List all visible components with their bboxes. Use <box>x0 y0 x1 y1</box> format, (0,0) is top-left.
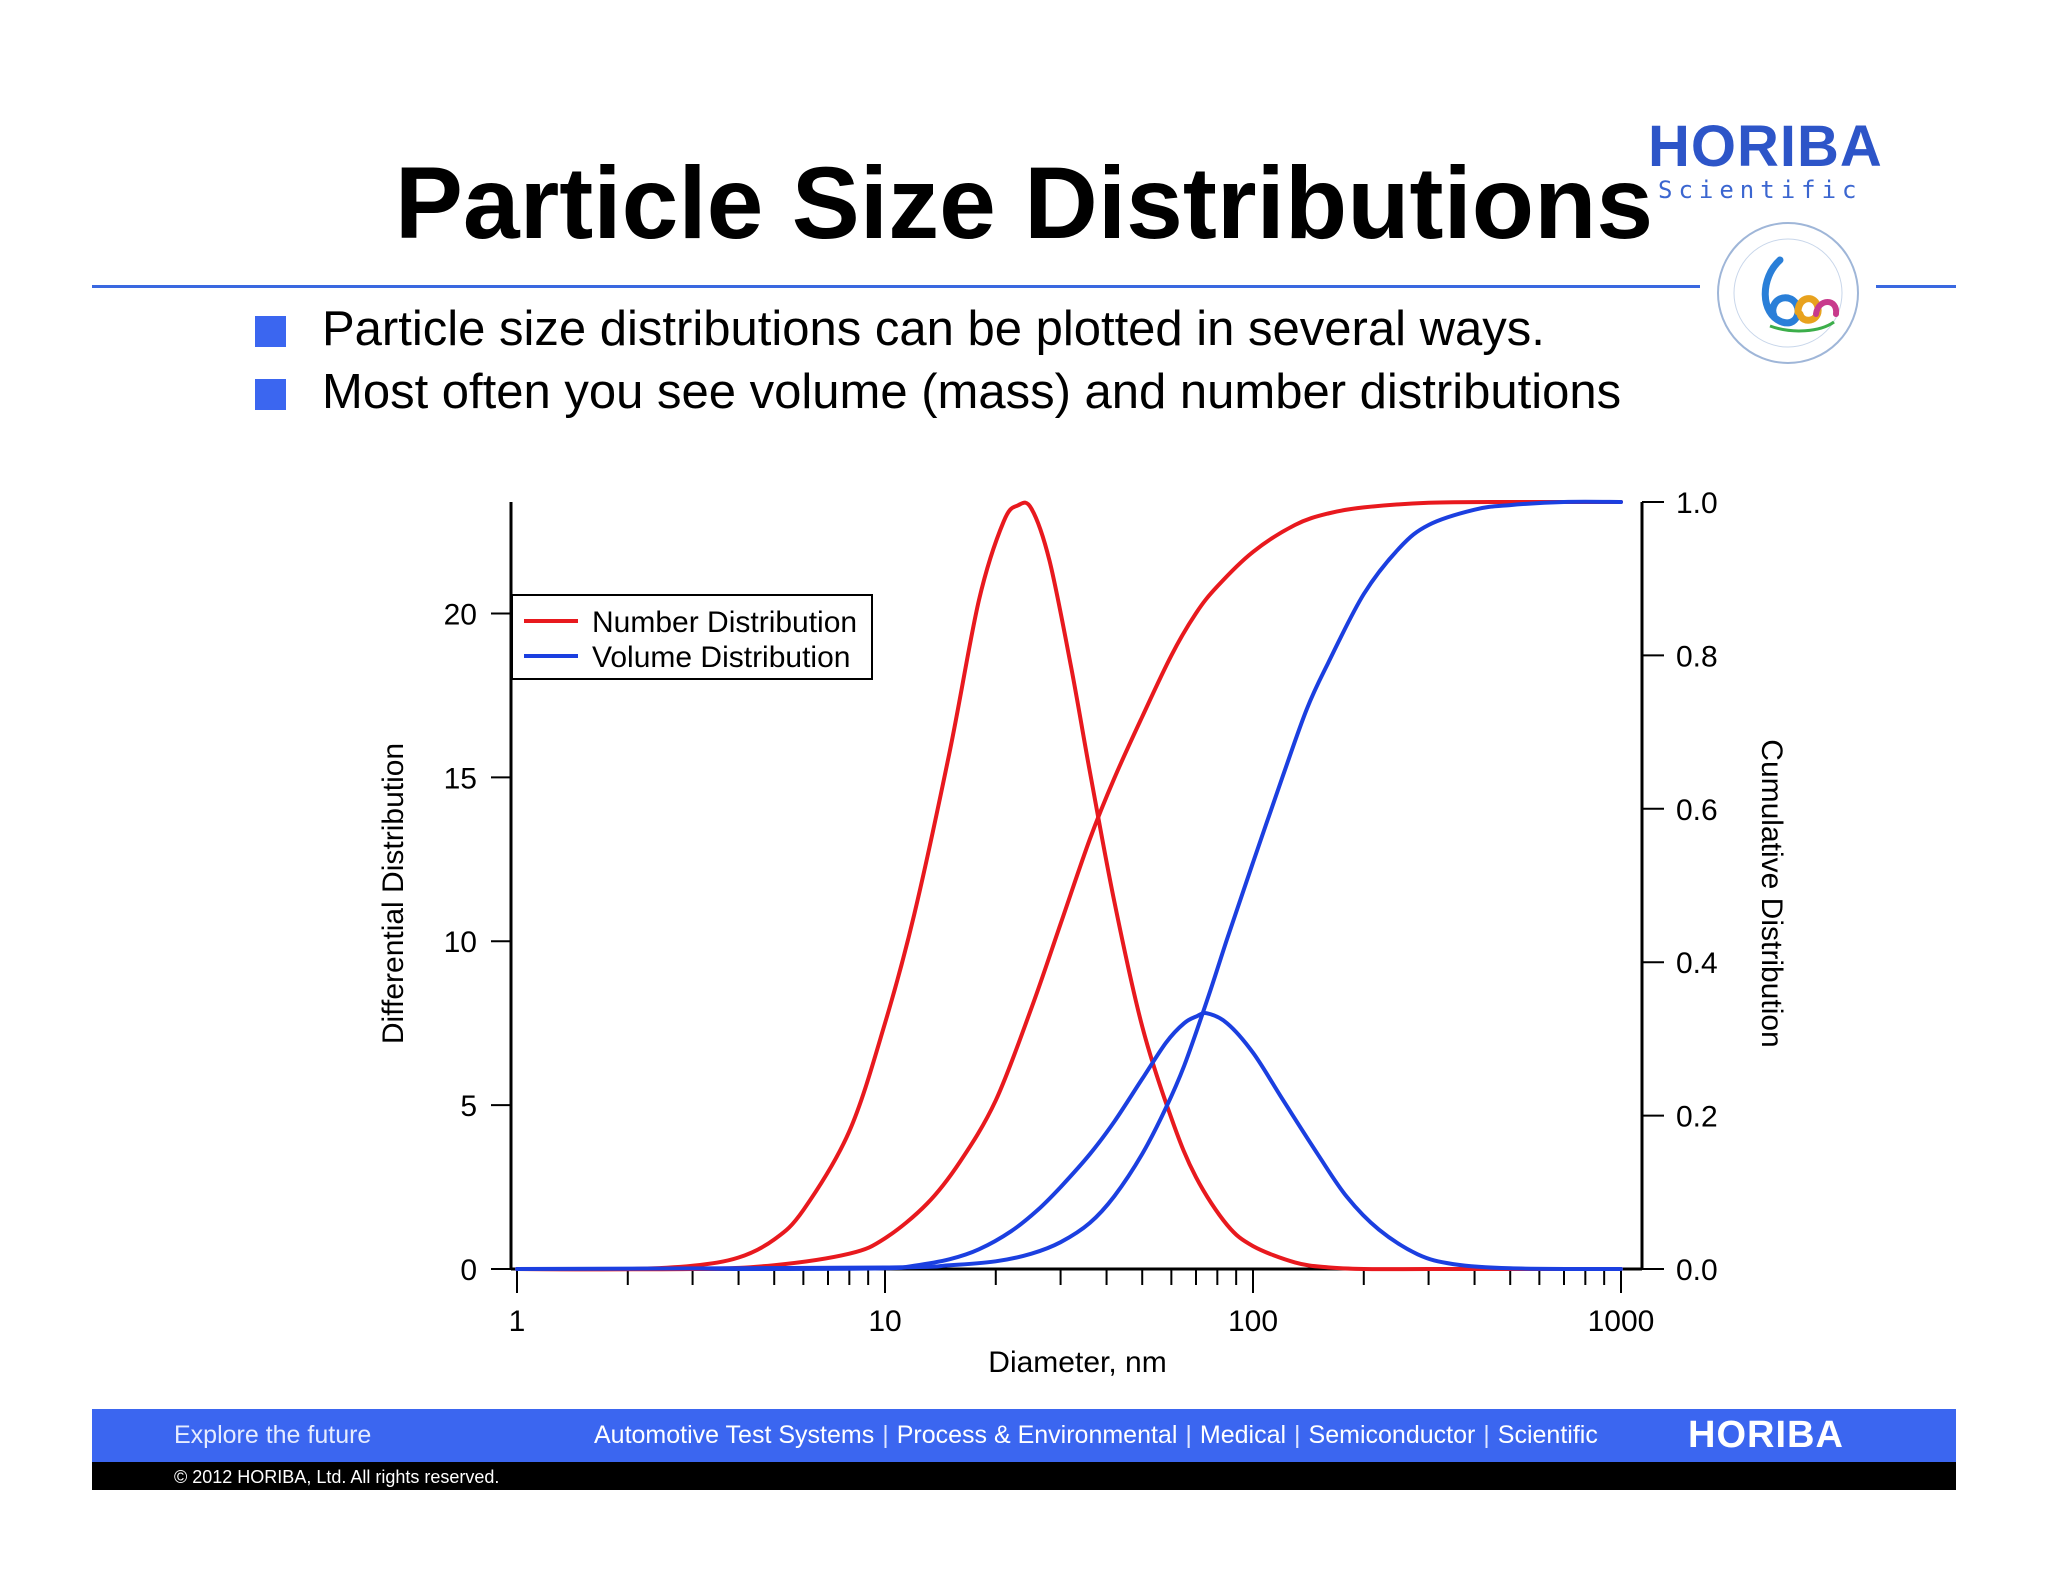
footer-nav-semiconductor[interactable]: Semiconductor <box>1308 1421 1476 1449</box>
y2-tick-label: 0.6 <box>1676 794 1718 827</box>
y2-tick-label: 0.2 <box>1676 1101 1718 1134</box>
title-divider-right <box>1876 285 1956 288</box>
y2-axis-title: Cumulative Distribution <box>1755 739 1788 1047</box>
y2-tick-label: 0.8 <box>1676 640 1718 673</box>
footer-nav-process[interactable]: Process & Environmental <box>896 1421 1178 1449</box>
horiba-scientific-logo: HORIBA Scientific <box>1648 114 1948 205</box>
footer-nav: Automotive Test Systems | Process & Enviro… <box>594 1421 1598 1449</box>
bullet-text: Particle size distributions can be plott… <box>322 302 1545 356</box>
legend-label: Volume Distribution <box>592 641 850 674</box>
x-tick-label: 1 <box>509 1305 526 1338</box>
volume-distribution-line <box>515 1011 1623 1272</box>
footer-logo: HORIBA <box>1688 1414 1844 1456</box>
bullet-item: Most often you see volume (mass) and num… <box>255 361 1621 424</box>
bullet-square-icon <box>255 316 286 347</box>
x-tick-label: 1000 <box>1588 1305 1655 1338</box>
legend-box <box>511 594 873 680</box>
footer-nav-scientific[interactable]: Scientific <box>1497 1421 1598 1449</box>
bullet-item: Particle size distributions can be plott… <box>255 298 1621 361</box>
logo-sub: Scientific <box>1658 176 1863 204</box>
y-tick-label: 10 <box>444 926 477 959</box>
title-divider-left <box>92 285 1700 288</box>
y-tick-label: 15 <box>444 762 477 795</box>
y2-tick-label: 0.0 <box>1676 1254 1718 1287</box>
bullet-list: Particle size distributions can be plott… <box>255 298 1621 424</box>
anniversary-seal-icon <box>1717 222 1859 364</box>
y2-tick-label: 1.0 <box>1676 487 1718 520</box>
x-tick-label: 100 <box>1228 1305 1278 1338</box>
bullet-square-icon <box>255 379 286 410</box>
y-tick-label: 5 <box>460 1090 477 1123</box>
number-distribution-line <box>515 500 1623 1272</box>
x-tick-label: 10 <box>868 1305 901 1338</box>
footer-tagline: Explore the future <box>174 1421 372 1449</box>
footer-nav-automotive[interactable]: Automotive Test Systems <box>594 1421 875 1449</box>
footer-nav-medical[interactable]: Medical <box>1199 1421 1287 1449</box>
bullet-text: Most often you see volume (mass) and num… <box>322 365 1622 419</box>
logo-brand: HORIBA <box>1648 114 1883 179</box>
slide-title: Particle Size Distributions <box>394 146 1654 260</box>
y2-tick-label: 0.4 <box>1676 947 1718 980</box>
chart-curves <box>515 499 1623 1272</box>
x-axis-title: Diameter, nm <box>988 1346 1166 1379</box>
volume-cumulative-line <box>515 499 1623 1271</box>
footer-copyright: © 2012 HORIBA, Ltd. All rights reserved. <box>174 1467 500 1487</box>
y-axis-title: Differential Distribution <box>377 743 410 1044</box>
legend-label: Number Distribution <box>592 606 857 639</box>
number-cumulative-line <box>515 499 1623 1272</box>
footer-copyright-bar: © 2012 HORIBA, Ltd. All rights reserved. <box>92 1462 1956 1490</box>
y-tick-label: 20 <box>444 598 477 631</box>
footer-band: Explore the future Automotive Test Syste… <box>92 1409 1956 1462</box>
y-tick-label: 0 <box>460 1254 477 1287</box>
